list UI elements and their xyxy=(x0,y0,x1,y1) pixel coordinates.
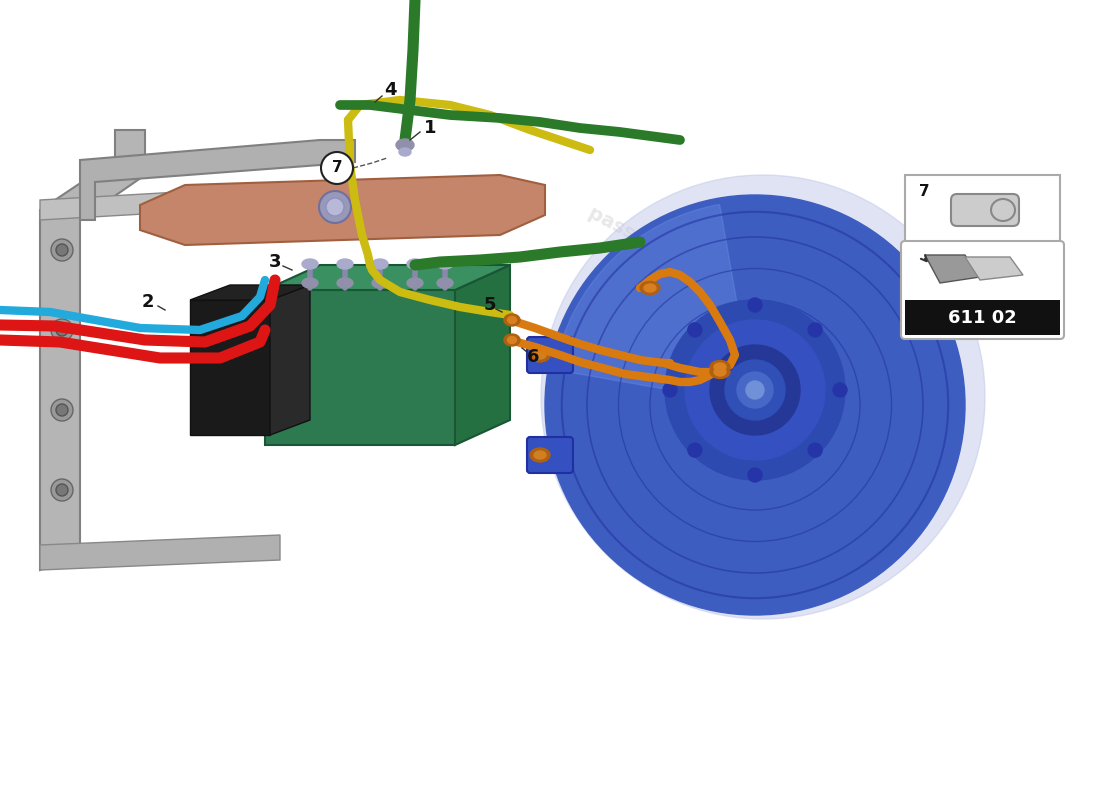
Circle shape xyxy=(51,479,73,501)
Circle shape xyxy=(808,323,822,337)
Ellipse shape xyxy=(714,368,726,376)
Ellipse shape xyxy=(640,282,660,294)
Text: 3: 3 xyxy=(268,253,282,271)
Circle shape xyxy=(688,323,702,337)
Ellipse shape xyxy=(337,278,353,288)
Circle shape xyxy=(725,360,785,420)
Bar xyxy=(905,175,1060,245)
Circle shape xyxy=(56,404,68,416)
Circle shape xyxy=(737,372,773,408)
Ellipse shape xyxy=(437,278,453,288)
Circle shape xyxy=(51,239,73,261)
Circle shape xyxy=(56,484,68,496)
Ellipse shape xyxy=(530,348,550,362)
Polygon shape xyxy=(455,265,510,445)
Ellipse shape xyxy=(710,366,730,378)
Text: onlinecarparts: onlinecarparts xyxy=(653,281,846,399)
Circle shape xyxy=(319,191,351,223)
Ellipse shape xyxy=(407,259,424,269)
Text: since 1985: since 1985 xyxy=(732,354,909,466)
Ellipse shape xyxy=(372,278,388,288)
Ellipse shape xyxy=(507,317,517,323)
Ellipse shape xyxy=(507,337,517,343)
Circle shape xyxy=(685,320,825,460)
Text: passion for parts since: passion for parts since xyxy=(585,203,815,337)
Polygon shape xyxy=(80,140,355,220)
Ellipse shape xyxy=(534,351,546,359)
Ellipse shape xyxy=(710,361,730,374)
Ellipse shape xyxy=(534,451,546,459)
Text: 4: 4 xyxy=(384,81,396,99)
FancyBboxPatch shape xyxy=(901,241,1064,339)
Ellipse shape xyxy=(991,199,1015,221)
Ellipse shape xyxy=(437,259,453,269)
Ellipse shape xyxy=(644,284,656,292)
FancyBboxPatch shape xyxy=(527,337,573,373)
Ellipse shape xyxy=(399,148,411,156)
Ellipse shape xyxy=(504,334,520,346)
Polygon shape xyxy=(40,185,300,220)
Ellipse shape xyxy=(396,139,414,151)
Wedge shape xyxy=(554,204,755,405)
Circle shape xyxy=(326,198,344,216)
Polygon shape xyxy=(265,265,510,290)
Ellipse shape xyxy=(407,278,424,288)
Circle shape xyxy=(663,383,676,397)
Circle shape xyxy=(808,443,822,457)
Circle shape xyxy=(710,345,800,435)
Circle shape xyxy=(51,319,73,341)
Polygon shape xyxy=(140,175,544,245)
Bar xyxy=(905,300,1060,335)
Text: 2: 2 xyxy=(142,293,154,311)
Circle shape xyxy=(748,468,762,482)
Polygon shape xyxy=(925,255,980,283)
Circle shape xyxy=(541,175,984,619)
Circle shape xyxy=(51,399,73,421)
Circle shape xyxy=(544,195,965,615)
Circle shape xyxy=(56,324,68,336)
Polygon shape xyxy=(40,130,145,570)
Text: 1: 1 xyxy=(424,119,437,137)
Ellipse shape xyxy=(337,259,353,269)
FancyBboxPatch shape xyxy=(527,437,573,473)
Polygon shape xyxy=(965,257,1023,280)
Text: 7: 7 xyxy=(918,183,930,198)
FancyBboxPatch shape xyxy=(952,194,1019,226)
Polygon shape xyxy=(40,535,280,570)
Ellipse shape xyxy=(372,259,388,269)
Ellipse shape xyxy=(302,259,318,269)
Polygon shape xyxy=(265,290,455,445)
Ellipse shape xyxy=(302,278,318,288)
Ellipse shape xyxy=(530,448,550,462)
Text: 611 02: 611 02 xyxy=(947,309,1016,327)
Circle shape xyxy=(748,298,762,312)
Circle shape xyxy=(56,244,68,256)
Text: 7: 7 xyxy=(332,161,342,175)
Ellipse shape xyxy=(714,363,726,371)
Circle shape xyxy=(746,381,764,399)
Circle shape xyxy=(666,300,845,480)
Text: 6: 6 xyxy=(527,348,539,366)
Text: 5: 5 xyxy=(484,296,496,314)
Polygon shape xyxy=(190,300,270,435)
Circle shape xyxy=(833,383,847,397)
Ellipse shape xyxy=(504,314,520,326)
Polygon shape xyxy=(190,285,310,300)
Polygon shape xyxy=(270,285,310,435)
Circle shape xyxy=(321,152,353,184)
Circle shape xyxy=(688,443,702,457)
